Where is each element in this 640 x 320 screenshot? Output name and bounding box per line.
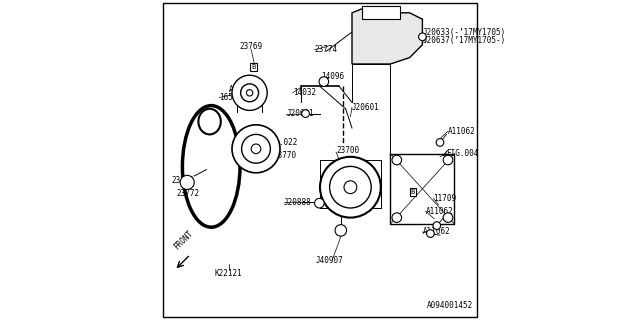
Circle shape	[433, 222, 440, 229]
Circle shape	[242, 134, 270, 163]
Text: J20601: J20601	[287, 109, 314, 118]
Circle shape	[232, 125, 280, 173]
Text: A11062: A11062	[448, 127, 476, 136]
Text: K22121: K22121	[215, 269, 243, 278]
Ellipse shape	[198, 109, 221, 134]
Circle shape	[419, 33, 426, 41]
Text: 11709: 11709	[434, 194, 457, 203]
Text: A11062: A11062	[422, 228, 450, 236]
Text: A: A	[243, 129, 247, 135]
Circle shape	[427, 230, 434, 237]
Circle shape	[320, 157, 381, 218]
Circle shape	[246, 90, 253, 96]
Text: J20633(-’17MY1705): J20633(-’17MY1705)	[422, 28, 506, 36]
Circle shape	[330, 166, 371, 208]
Text: J20601: J20601	[352, 103, 380, 112]
Circle shape	[232, 75, 268, 110]
Text: 23700: 23700	[336, 146, 359, 155]
Circle shape	[392, 155, 402, 165]
Text: FIG.022: FIG.022	[266, 138, 298, 147]
Text: 16519A: 16519A	[219, 93, 247, 102]
Text: FIG.004: FIG.004	[447, 149, 479, 158]
Circle shape	[335, 225, 347, 236]
Circle shape	[241, 84, 259, 102]
Text: B: B	[411, 189, 415, 195]
Circle shape	[315, 198, 324, 208]
Text: 14032: 14032	[292, 88, 316, 97]
Circle shape	[344, 181, 357, 194]
Text: A094001452: A094001452	[428, 301, 474, 310]
Circle shape	[443, 213, 453, 222]
Text: B: B	[252, 64, 255, 70]
Text: A: A	[336, 199, 340, 205]
Text: 23770: 23770	[274, 151, 297, 160]
Circle shape	[180, 175, 195, 189]
Circle shape	[436, 139, 444, 146]
Text: 23771: 23771	[172, 176, 195, 185]
Circle shape	[251, 144, 261, 154]
Text: A11062: A11062	[426, 207, 453, 216]
Text: J20637(’17MY1705-): J20637(’17MY1705-)	[422, 36, 506, 44]
Circle shape	[302, 110, 310, 117]
Circle shape	[319, 77, 329, 86]
Circle shape	[392, 213, 402, 222]
Text: 23774: 23774	[314, 45, 337, 54]
Polygon shape	[352, 6, 422, 64]
Text: 23772: 23772	[176, 189, 199, 198]
Circle shape	[443, 155, 453, 165]
Text: 23769: 23769	[239, 42, 263, 51]
Text: J40907: J40907	[316, 256, 344, 265]
Text: FRONT: FRONT	[173, 228, 195, 251]
Text: 14096: 14096	[322, 72, 345, 81]
Text: J20888: J20888	[284, 198, 312, 207]
Bar	[362, 6, 400, 19]
Text: A4101: A4101	[229, 85, 252, 94]
